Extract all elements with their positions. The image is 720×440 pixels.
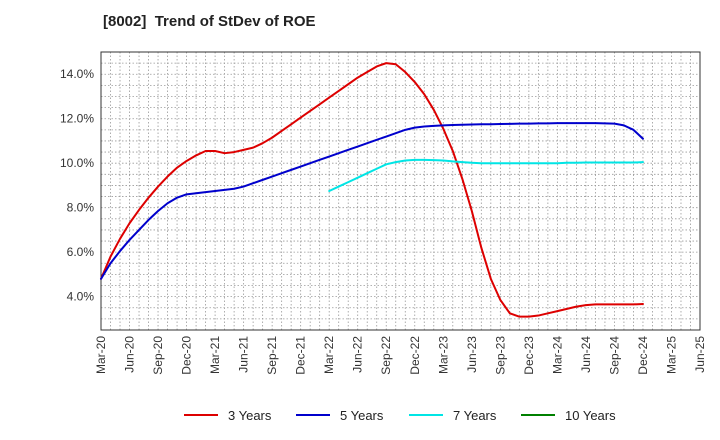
legend-item-3-years: 3 Years	[184, 404, 271, 426]
y-tick-label: 14.0%	[60, 67, 94, 81]
x-tick-label: Sep-20	[151, 336, 165, 375]
x-tick-label: Jun-25	[693, 336, 707, 373]
x-tick-label: Mar-21	[208, 336, 222, 374]
x-tick-label: Jun-20	[123, 336, 137, 373]
x-tick-label: Dec-20	[180, 336, 194, 375]
series-line-3-years	[100, 62, 644, 318]
y-tick-label: 6.0%	[67, 245, 95, 259]
y-tick-label: 12.0%	[60, 112, 94, 126]
plot-frame	[100, 51, 701, 331]
x-tick-label: Jun-22	[351, 336, 365, 373]
x-tick-label: Mar-23	[436, 336, 450, 374]
series-line-7-years	[328, 158, 644, 192]
legend-item-7-years: 7 Years	[409, 404, 496, 426]
legend-item-10-years: 10 Years	[521, 404, 616, 426]
x-tick-label: Mar-22	[322, 336, 336, 374]
x-tick-label: Dec-23	[522, 336, 536, 375]
y-tick-label: 10.0%	[60, 156, 94, 170]
legend-label-7-years: 7 Years	[453, 407, 497, 423]
legend-label-10-years: 10 Years	[565, 407, 616, 423]
x-tick-label: Jun-23	[465, 336, 479, 373]
legend-label-3-years: 3 Years	[228, 407, 272, 423]
legend-label-5-years: 5 Years	[340, 407, 384, 423]
legend-swatch-10-years	[521, 414, 555, 416]
x-tick-label: Mar-25	[664, 336, 678, 374]
legend: 3 Years 5 Years 7 Years 10 Years	[0, 404, 720, 426]
chart-title: [8002] Trend of StDev of ROE	[103, 13, 316, 30]
x-tick-label: Sep-23	[493, 336, 507, 375]
y-tick-label: 4.0%	[67, 290, 95, 304]
x-tick-label: Mar-24	[550, 336, 564, 374]
x-tick-label: Dec-24	[636, 336, 650, 375]
legend-swatch-3-years	[184, 414, 218, 416]
x-tick-label: Dec-22	[408, 336, 422, 375]
x-tick-label: Sep-24	[607, 336, 621, 375]
x-tick-label: Jun-21	[237, 336, 251, 373]
series-line-5-years	[100, 122, 644, 280]
x-tick-label: Jun-24	[579, 336, 593, 373]
legend-swatch-5-years	[296, 414, 330, 416]
plot-background	[101, 52, 700, 330]
x-tick-label: Sep-21	[265, 336, 279, 375]
x-tick-label: Dec-21	[294, 336, 308, 375]
x-tick-label: Sep-22	[379, 336, 393, 375]
legend-item-5-years: 5 Years	[296, 404, 383, 426]
legend-swatch-7-years	[409, 414, 443, 416]
y-tick-label: 8.0%	[67, 201, 95, 215]
x-tick-label: Mar-20	[94, 336, 108, 374]
